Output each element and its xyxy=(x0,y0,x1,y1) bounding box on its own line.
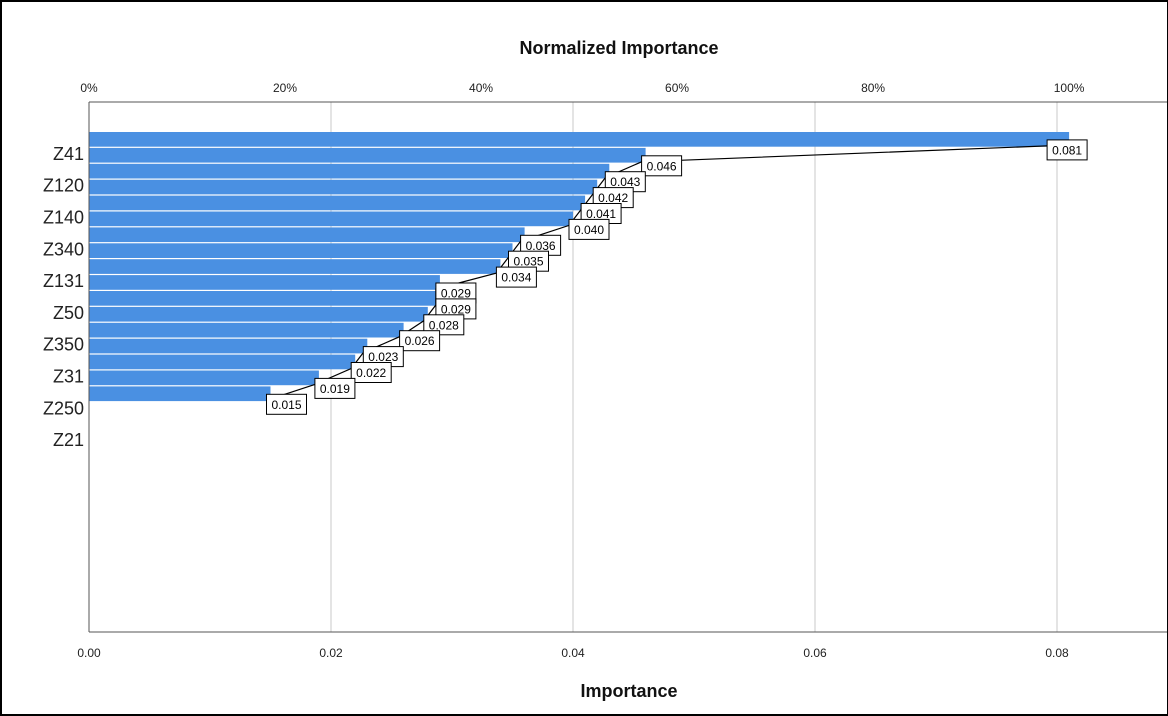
bar-5 xyxy=(89,211,573,227)
data-label: 0.043 xyxy=(610,175,640,189)
top-tick-label: 40% xyxy=(469,81,493,95)
data-label: 0.026 xyxy=(405,334,435,348)
data-label-box xyxy=(314,377,356,399)
data-label: 0.028 xyxy=(429,318,459,332)
data-label: 0.036 xyxy=(526,239,556,253)
bottom-tick-label: 0.04 xyxy=(561,646,585,660)
x-axis-title: Importance xyxy=(580,681,677,701)
data-label-box xyxy=(350,362,392,383)
data-label: 0.023 xyxy=(368,350,398,364)
category-label: Z50 xyxy=(53,303,84,323)
data-label-box xyxy=(568,218,610,240)
bottom-tick-labels: 0.00 0.02 0.04 0.06 0.08 xyxy=(77,646,1069,660)
data-label: 0.040 xyxy=(574,223,604,237)
bar-1 xyxy=(89,147,646,163)
bottom-tick-label: 0.06 xyxy=(803,646,827,660)
bar-7 xyxy=(89,243,513,258)
bar-15 xyxy=(89,370,319,386)
bottom-tick-label: 0.02 xyxy=(319,646,343,660)
top-tick-label: 80% xyxy=(861,81,885,95)
bar-13 xyxy=(89,338,368,354)
bar-8 xyxy=(89,259,501,274)
bar-9 xyxy=(89,275,440,290)
data-label: 0.019 xyxy=(320,382,350,396)
category-label: Z140 xyxy=(43,207,84,227)
data-label-box xyxy=(495,266,537,288)
data-label: 0.022 xyxy=(356,366,386,380)
data-label: 0.015 xyxy=(271,398,301,412)
top-tick-labels: 0% 20% 40% 60% 80% 100% xyxy=(80,81,1084,95)
data-label-box xyxy=(266,393,307,415)
data-label: 0.029 xyxy=(441,302,471,316)
data-label-box xyxy=(423,314,465,336)
data-label: 0.035 xyxy=(513,255,543,269)
data-label-box xyxy=(1046,139,1088,161)
data-label-box xyxy=(399,330,441,352)
bar-6 xyxy=(89,227,525,243)
category-label: Z41 xyxy=(53,144,84,164)
bars xyxy=(89,132,1070,402)
top-axis-title: Normalized Importance xyxy=(519,38,718,58)
top-tick-label: 100% xyxy=(1054,81,1085,95)
category-labels: Z41 Z120 Z140 Z340 Z131 Z50 Z350 Z31 Z250 Z21 xyxy=(43,144,84,450)
data-label: 0.042 xyxy=(598,191,628,205)
data-labels: 0.081 0.046 0.043 0.042 0.041 0.040 0.036 0.035… xyxy=(266,139,1088,415)
bar-16 xyxy=(89,386,271,402)
category-label: Z120 xyxy=(43,176,84,196)
category-label: Z350 xyxy=(43,335,84,355)
data-label: 0.041 xyxy=(586,207,616,221)
bar-11 xyxy=(89,306,428,322)
data-label: 0.029 xyxy=(441,287,471,301)
top-tick-label: 60% xyxy=(665,81,689,95)
category-label: Z340 xyxy=(43,239,84,259)
bottom-tick-label: 0.00 xyxy=(77,646,101,660)
bar-4 xyxy=(89,195,586,211)
bar-2 xyxy=(89,163,610,179)
axes xyxy=(88,101,1167,633)
bar-3 xyxy=(89,179,598,195)
bottom-tick-label: 0.08 xyxy=(1045,646,1069,660)
category-label: Z131 xyxy=(43,271,84,291)
data-label-box xyxy=(641,155,683,177)
bar-12 xyxy=(89,322,404,338)
category-label: Z31 xyxy=(53,366,84,386)
data-label: 0.046 xyxy=(647,159,677,173)
bar-14 xyxy=(89,354,356,370)
category-label: Z250 xyxy=(43,398,84,418)
top-tick-label: 20% xyxy=(273,81,297,95)
bar-10 xyxy=(89,291,440,306)
data-label: 0.081 xyxy=(1052,143,1082,157)
bar-0 xyxy=(89,132,1070,147)
data-label: 0.034 xyxy=(501,271,531,285)
top-tick-label: 0% xyxy=(80,81,98,95)
category-label: Z21 xyxy=(53,430,84,450)
